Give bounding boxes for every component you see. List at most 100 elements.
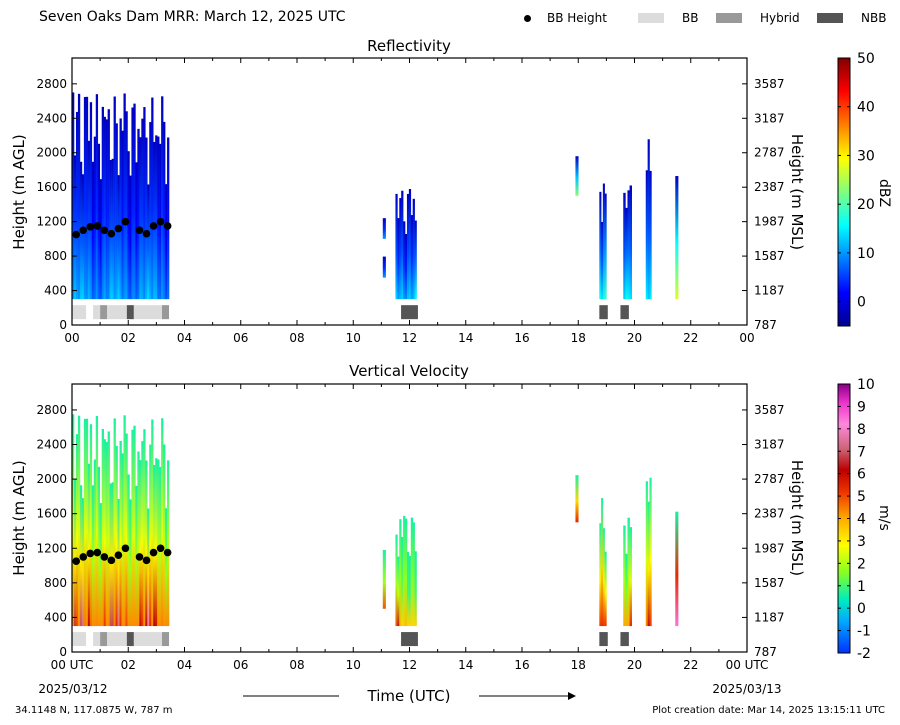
precip-column xyxy=(575,156,579,196)
precip-column xyxy=(649,170,652,300)
x-tick-label: 12 xyxy=(402,331,417,345)
precip-column xyxy=(109,483,112,627)
precip-column xyxy=(157,136,160,300)
precip-column xyxy=(675,511,679,627)
x-tick-label: 14 xyxy=(458,658,473,672)
classification-segment xyxy=(126,305,134,320)
x-tick-label: 00 UTC xyxy=(726,658,769,672)
precip-column xyxy=(382,256,386,278)
precip-column xyxy=(167,460,170,627)
precip-column xyxy=(115,445,118,627)
precip-column xyxy=(403,515,406,627)
bb-height-point xyxy=(135,553,144,561)
x-tick-label: 22 xyxy=(683,331,698,345)
y-tick-label: 1200 xyxy=(36,541,67,555)
precip-column xyxy=(72,92,75,300)
precip-column xyxy=(141,441,144,627)
x-tick-label: 22 xyxy=(683,658,698,672)
precip-column xyxy=(414,551,417,627)
precip-column xyxy=(405,234,408,300)
colorbar-ticks: -2 -1 0 1 2 3 4 5 6 7 8 9 10 xyxy=(838,377,875,662)
bb-height-series xyxy=(72,217,172,239)
precip-column xyxy=(117,175,120,300)
bb-height-point xyxy=(163,548,172,557)
hybrid-swatch-icon xyxy=(716,13,742,23)
colorbar-ticks: 0 10 20 30 40 50 xyxy=(838,51,875,311)
bb-height-point xyxy=(156,544,165,553)
classification-segment xyxy=(620,305,629,320)
precip-column xyxy=(406,193,410,300)
precip-column xyxy=(72,414,75,627)
precip-column xyxy=(133,103,136,300)
precip-column xyxy=(133,425,136,627)
x-tick-label: 20 xyxy=(627,331,642,345)
y2-tick-label: 2387 xyxy=(754,180,785,194)
classification-segment xyxy=(620,632,629,647)
x-tick-label: 04 xyxy=(177,331,192,345)
precip-column xyxy=(165,184,168,300)
classification-segment xyxy=(126,632,134,647)
precip-column xyxy=(627,517,630,627)
y-axis-label: Height (m AGL) xyxy=(10,460,28,575)
x-tick-label: 16 xyxy=(514,331,529,345)
precip-column xyxy=(153,464,156,627)
precip-column xyxy=(101,429,104,627)
precip-column xyxy=(91,161,95,300)
y-tick-label: 800 xyxy=(44,576,67,590)
precip-column xyxy=(131,429,134,627)
colorbar-tick-label: 8 xyxy=(857,422,866,438)
y-tick-label: 2400 xyxy=(36,438,67,452)
precip-column xyxy=(83,418,87,627)
x-tick-label: 02 xyxy=(121,331,136,345)
y-tick-label: 2000 xyxy=(36,146,67,160)
bb-swatch-icon xyxy=(638,13,664,23)
precip-column xyxy=(153,141,156,300)
y2-tick-label: 3587 xyxy=(754,403,785,417)
legend-item-hybrid: Hybrid xyxy=(716,11,800,25)
classification-segment xyxy=(72,305,87,320)
bb-height-point xyxy=(107,556,116,565)
precip-column xyxy=(167,137,170,300)
x-tick-label: 14 xyxy=(458,331,473,345)
precip-column xyxy=(623,192,626,300)
precip-column xyxy=(81,498,85,627)
x-axis-label: Time (UTC) xyxy=(367,687,451,705)
bb-height-point xyxy=(163,222,172,230)
precip-column xyxy=(105,119,108,300)
x-tick-label: 16 xyxy=(514,658,529,672)
precip-column xyxy=(143,107,146,300)
colorbar-tick-label: 6 xyxy=(857,467,866,483)
legend-item-bb-height: BB Height xyxy=(524,11,607,25)
bb-height-point xyxy=(156,217,165,226)
precip-column xyxy=(81,174,85,300)
precip-column xyxy=(93,136,97,300)
x-tick-label: 00 UTC xyxy=(51,658,94,672)
x-tick-label: 08 xyxy=(289,658,304,672)
y-tick-label: 800 xyxy=(44,249,67,263)
reflectivity-panel: Reflectivity 00 02 04 06 08 10 12 14 16 18 20 22 000… xyxy=(10,37,892,345)
y-axis-label: Height (m AGL) xyxy=(10,134,28,249)
precip-column xyxy=(111,158,114,300)
panel-title: Reflectivity xyxy=(367,37,451,55)
precip-column xyxy=(117,498,120,627)
classification-segment xyxy=(93,305,101,320)
precip-column xyxy=(85,96,89,300)
precip-column xyxy=(107,109,110,300)
y-tick-label: 1200 xyxy=(36,215,67,229)
classification-segment xyxy=(401,305,418,320)
precip-column xyxy=(645,481,648,627)
precip-column xyxy=(123,93,126,300)
precip-column xyxy=(121,130,124,300)
precip-column xyxy=(99,503,102,627)
colorbar-tick-label: 1 xyxy=(857,579,866,595)
bb-height-point xyxy=(100,553,109,561)
colorbar xyxy=(837,57,851,327)
precip-column xyxy=(604,193,607,300)
y2-tick-label: 787 xyxy=(754,318,777,332)
colorbar-tick-label: 20 xyxy=(857,197,875,213)
precip-column xyxy=(414,220,417,300)
precip-column xyxy=(119,440,122,627)
classification-segment xyxy=(107,305,127,320)
y2-tick-label: 2387 xyxy=(754,507,785,521)
precip-column xyxy=(602,183,605,300)
